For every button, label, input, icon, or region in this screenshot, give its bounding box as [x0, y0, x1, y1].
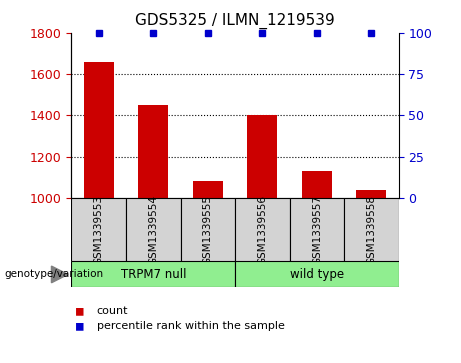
- Bar: [356, 189, 386, 198]
- Polygon shape: [52, 266, 68, 283]
- Bar: [126, 198, 181, 261]
- Text: GSM1339558: GSM1339558: [366, 195, 377, 265]
- Text: TRPM7 null: TRPM7 null: [120, 268, 186, 281]
- Bar: [344, 198, 399, 261]
- Text: count: count: [97, 306, 128, 316]
- Bar: [138, 105, 168, 198]
- Bar: [71, 198, 126, 261]
- Bar: [235, 198, 290, 261]
- Text: wild type: wild type: [290, 268, 344, 281]
- Bar: [290, 198, 344, 261]
- Bar: [71, 261, 235, 287]
- Text: GSM1339554: GSM1339554: [148, 195, 158, 265]
- Text: genotype/variation: genotype/variation: [5, 269, 104, 280]
- Bar: [235, 261, 399, 287]
- Bar: [181, 198, 235, 261]
- Text: ■: ■: [76, 319, 83, 332]
- Text: GSM1339557: GSM1339557: [312, 195, 322, 265]
- Text: ■: ■: [76, 305, 83, 318]
- Text: GSM1339553: GSM1339553: [94, 195, 104, 265]
- Bar: [248, 115, 278, 198]
- Bar: [84, 62, 114, 198]
- Text: GSM1339555: GSM1339555: [203, 195, 213, 265]
- Text: percentile rank within the sample: percentile rank within the sample: [97, 321, 285, 331]
- Bar: [193, 181, 223, 198]
- Text: GSM1339556: GSM1339556: [257, 195, 267, 265]
- Title: GDS5325 / ILMN_1219539: GDS5325 / ILMN_1219539: [135, 12, 335, 29]
- Bar: [302, 171, 332, 198]
